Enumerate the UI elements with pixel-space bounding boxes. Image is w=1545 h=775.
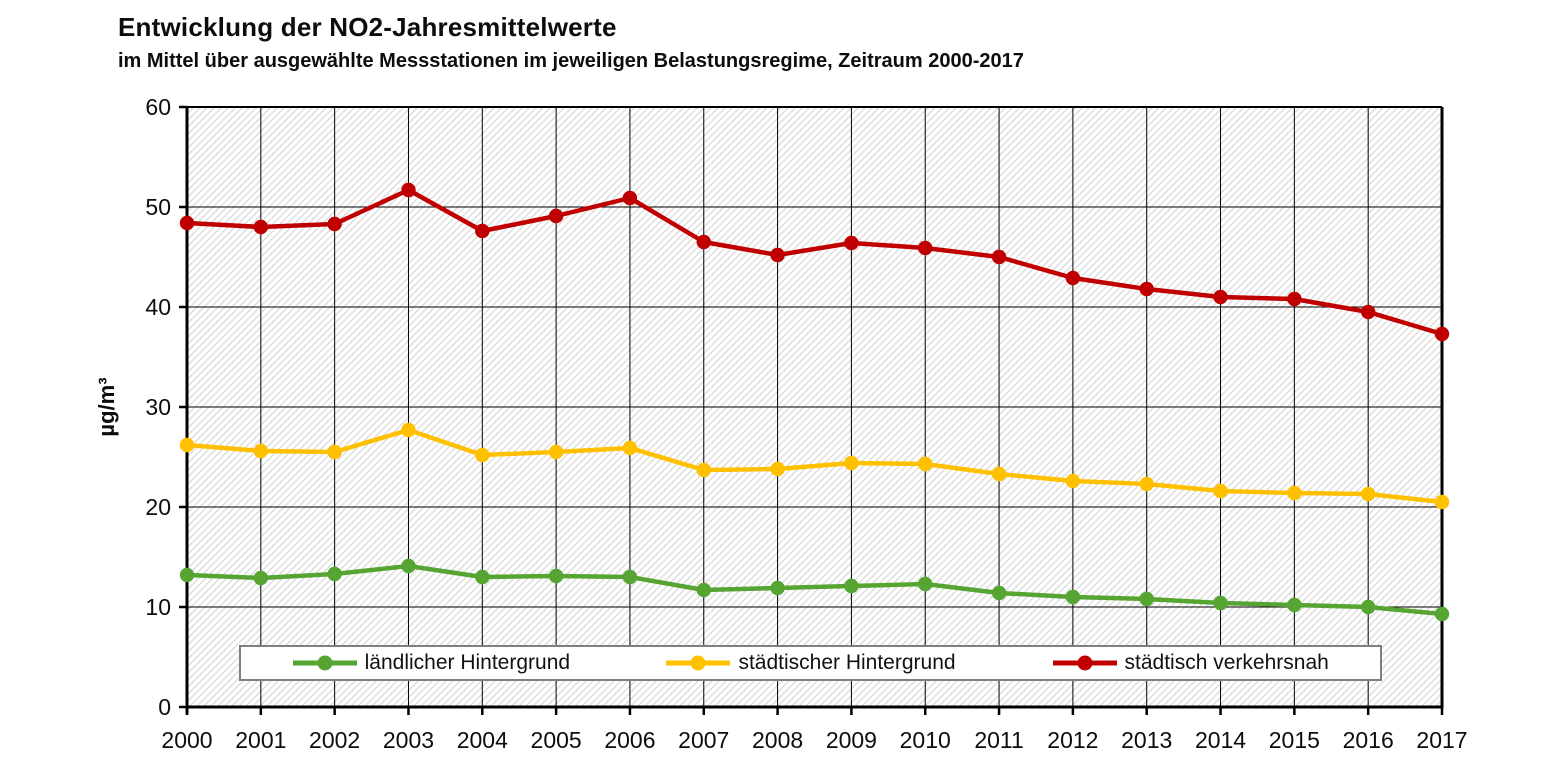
- data-point: [179, 567, 195, 583]
- data-point: [1287, 597, 1302, 613]
- data-point: [327, 444, 342, 460]
- x-tick-label: 2008: [752, 727, 803, 753]
- legend-label: ländlicher Hintergrund: [364, 651, 571, 674]
- data-point: [475, 223, 490, 239]
- data-point: [991, 466, 1007, 482]
- data-point: [918, 456, 933, 472]
- data-point: [1065, 589, 1081, 605]
- legend-item-staedtisch-verkehrsnah: städtisch verkehrsnah: [1000, 651, 1380, 675]
- x-tick-label: 2014: [1195, 727, 1246, 753]
- series-line-städtisch verkehrsnah: [184, 187, 1445, 337]
- x-tick-label: 2016: [1343, 727, 1394, 753]
- data-point: [327, 216, 342, 232]
- data-point: [253, 219, 268, 235]
- data-point: [844, 578, 859, 594]
- y-tick-label: 0: [158, 694, 171, 720]
- data-point: [1065, 270, 1081, 286]
- data-point: [991, 585, 1007, 601]
- data-point: [401, 558, 416, 574]
- series-line-ländlicher Hintergrund: [184, 563, 1445, 617]
- data-point: [1065, 473, 1081, 489]
- data-point: [401, 422, 416, 438]
- gridlines: [187, 107, 1442, 707]
- series-line-städtischer Hintergrund: [184, 427, 1445, 505]
- y-tick-label: 30: [145, 394, 171, 420]
- legend-marker-yellow: [666, 655, 731, 671]
- data-point: [1287, 485, 1302, 501]
- y-axis-title: µg/m³: [94, 377, 119, 437]
- data-point: [918, 576, 933, 592]
- y-tick-label: 40: [145, 294, 171, 320]
- data-point: [1213, 595, 1228, 611]
- data-point: [844, 235, 859, 251]
- legend: ländlicher Hintergrund städtischer Hinte…: [239, 645, 1382, 681]
- x-tick-label: 2010: [900, 727, 951, 753]
- x-tick-label: 2007: [678, 727, 729, 753]
- legend-label: städtisch verkehrsnah: [1124, 651, 1329, 674]
- data-point: [1434, 606, 1450, 622]
- data-point: [1434, 326, 1450, 342]
- x-tick-label: 2012: [1047, 727, 1098, 753]
- x-tick-label: 2013: [1121, 727, 1172, 753]
- data-point: [622, 569, 638, 585]
- y-tick-label: 50: [145, 194, 171, 220]
- legend-item-staedtischer-hintergrund: städtischer Hintergrund: [621, 651, 1001, 675]
- data-point: [622, 440, 638, 456]
- data-point: [1434, 494, 1450, 510]
- data-point: [548, 444, 564, 460]
- legend-marker-red: [1052, 655, 1117, 671]
- y-tick-label: 10: [145, 594, 171, 620]
- data-point: [1213, 289, 1228, 305]
- legend-marker-green: [292, 655, 357, 671]
- data-point: [1361, 304, 1376, 320]
- data-point: [179, 437, 195, 453]
- y-tick-label: 20: [145, 494, 171, 520]
- data-point: [918, 240, 933, 256]
- data-point: [770, 247, 785, 263]
- data-point: [1139, 281, 1154, 297]
- data-point: [696, 582, 711, 598]
- legend-item-laendlicher-hintergrund: ländlicher Hintergrund: [241, 651, 621, 675]
- data-point: [253, 570, 268, 586]
- data-point: [548, 208, 564, 224]
- data-point: [1287, 291, 1302, 307]
- data-point: [253, 443, 268, 459]
- data-point: [991, 249, 1007, 265]
- x-tick-label: 2005: [531, 727, 582, 753]
- data-point: [548, 568, 564, 584]
- data-point: [1139, 476, 1154, 492]
- data-point: [475, 447, 490, 463]
- data-point: [179, 215, 195, 231]
- y-tick-label: 60: [145, 94, 171, 120]
- x-tick-label: 2017: [1416, 727, 1467, 753]
- data-point: [1361, 486, 1376, 502]
- x-tick-label: 2011: [974, 727, 1023, 753]
- data-point: [1213, 483, 1228, 499]
- x-tick-label: 2009: [826, 727, 877, 753]
- x-tick-label: 2000: [161, 727, 212, 753]
- data-point: [1139, 591, 1154, 607]
- data-point: [696, 234, 711, 250]
- data-point: [401, 182, 416, 198]
- chart-title: Entwicklung der NO2-Jahresmittelwerte: [118, 12, 617, 42]
- chart-subtitle: im Mittel über ausgewählte Messstationen…: [118, 50, 1024, 72]
- x-tick-label: 2002: [309, 727, 360, 753]
- legend-label: städtischer Hintergrund: [738, 651, 956, 674]
- x-tick-label: 2003: [383, 727, 434, 753]
- data-point: [1361, 599, 1376, 615]
- x-tick-label: 2001: [235, 727, 286, 753]
- x-tick-label: 2004: [457, 727, 508, 753]
- data-point: [770, 461, 785, 477]
- x-tick-label: 2006: [604, 727, 655, 753]
- data-point: [622, 190, 638, 206]
- data-point: [327, 566, 342, 582]
- data-point: [475, 569, 490, 585]
- data-point: [844, 455, 859, 471]
- x-tick-label: 2015: [1269, 727, 1320, 753]
- data-point: [696, 462, 711, 478]
- data-point: [770, 580, 785, 596]
